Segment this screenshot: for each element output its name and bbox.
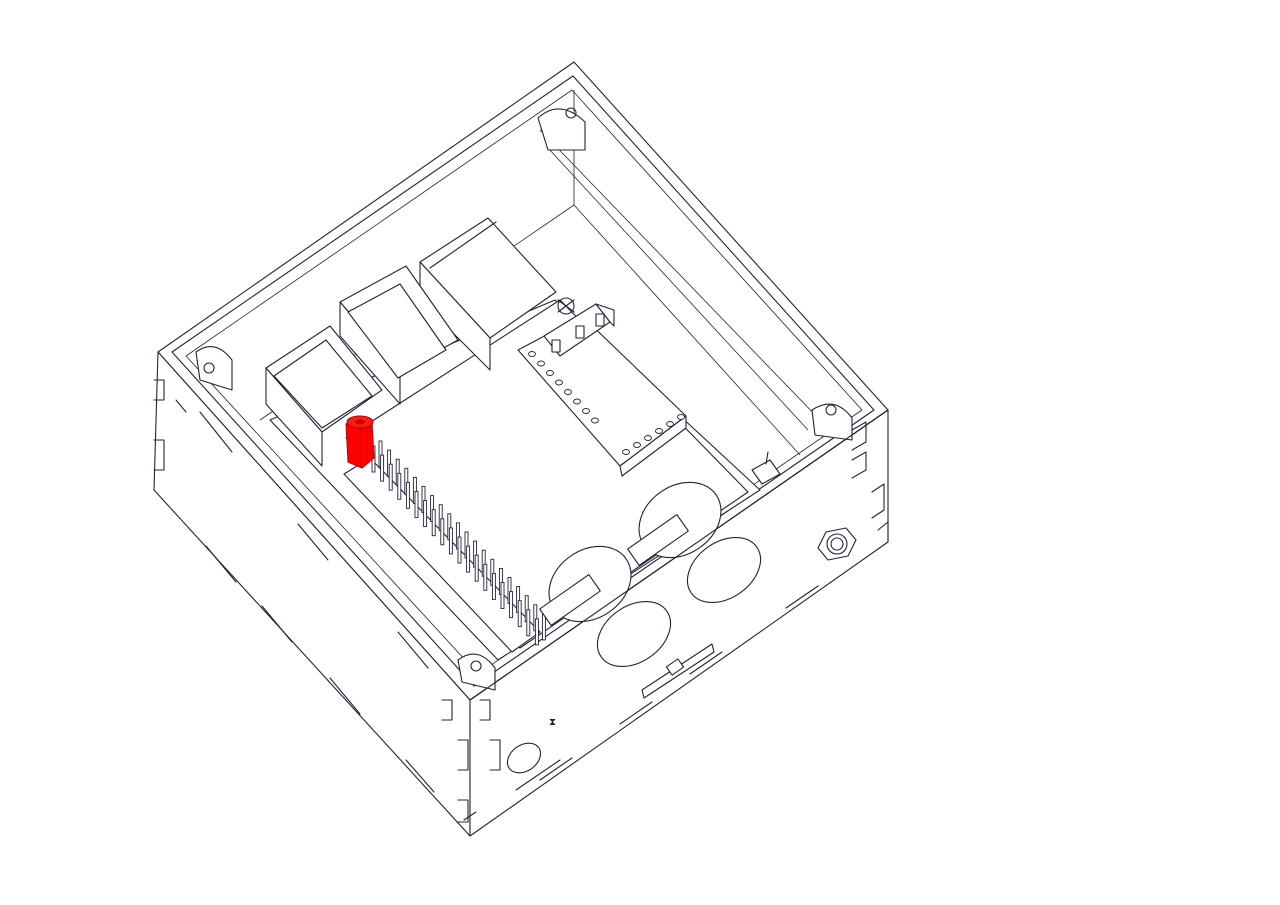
audio-pin: [633, 442, 641, 448]
corner-post-front: [457, 653, 496, 691]
header-pin: [491, 572, 496, 600]
ethernet-port: [419, 217, 557, 371]
header-pin: [474, 554, 479, 582]
usb-port-2: [265, 325, 383, 467]
header-pin: [517, 600, 522, 628]
audio-pin: [666, 421, 674, 427]
header-pin: [414, 491, 419, 518]
led-hole: [506, 742, 542, 774]
knob-2: [627, 481, 722, 566]
audio-pin: [622, 449, 630, 455]
header-pin: [380, 454, 385, 482]
front-wall-slots: [479, 421, 889, 781]
svg-text:⧗: ⧗: [549, 717, 556, 728]
header-pin: [526, 609, 531, 637]
knob-hole-1: [596, 601, 672, 667]
audio-pin: [555, 379, 563, 386]
button-nut: [817, 527, 857, 561]
audio-board[interactable]: [517, 297, 687, 477]
header-pin: [440, 518, 445, 546]
audio-pin: [537, 360, 545, 367]
audio-board-pins: [528, 351, 685, 455]
header-pin: [534, 618, 539, 646]
header-pin: [500, 582, 505, 609]
audio-jack: [543, 297, 615, 357]
audio-pin: [528, 351, 536, 357]
header-pin: [397, 472, 402, 500]
header-pins: [371, 440, 546, 646]
usb-ports: [339, 265, 459, 405]
audio-pin: [677, 414, 685, 420]
knob-hole-2: [686, 537, 762, 603]
corner-post-left: [195, 346, 233, 391]
standoff[interactable]: [345, 415, 375, 469]
header-pin: [423, 500, 428, 528]
audio-pin: [573, 398, 581, 405]
audio-pin: [582, 408, 590, 414]
panel-holes[interactable]: ⧗: [502, 524, 857, 779]
header-pin: [388, 463, 393, 491]
corner-post-back: [537, 107, 586, 151]
audio-pin: [655, 428, 663, 434]
corner-post-right: [811, 403, 853, 441]
switch[interactable]: [751, 451, 781, 485]
audio-pin: [546, 370, 554, 376]
front-wall-overlay: [469, 409, 889, 701]
audio-pin: [591, 417, 599, 424]
header-pin: [431, 509, 436, 537]
header-pin: [541, 613, 546, 641]
header-pin: [466, 545, 471, 573]
left-wall-slots: [153, 379, 469, 823]
audio-pin: [564, 389, 572, 395]
header-pin: [509, 591, 514, 619]
front-lower-slots: [463, 759, 561, 821]
header-pin: [405, 481, 410, 509]
audio-pin: [644, 435, 652, 441]
header-pin: [483, 563, 488, 591]
header-pin: [448, 527, 453, 555]
header-pin: [457, 536, 462, 564]
